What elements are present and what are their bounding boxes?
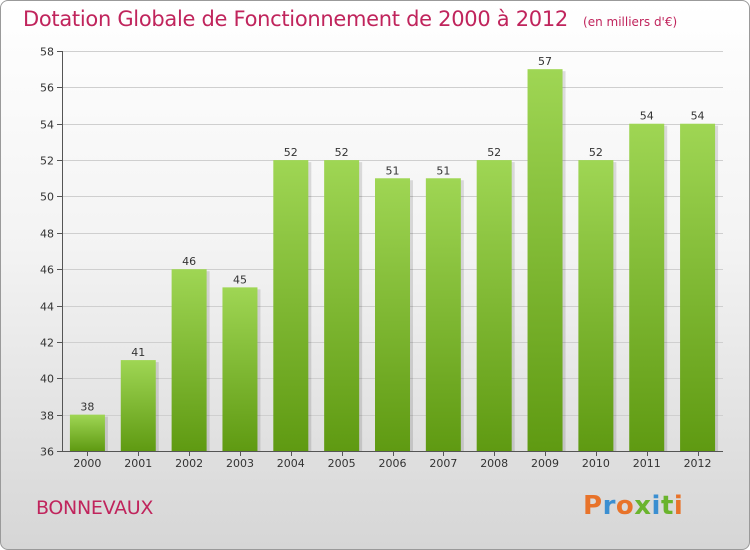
bar-layer <box>69 69 719 452</box>
bar <box>578 160 614 451</box>
y-tick-label: 36 <box>40 446 54 459</box>
x-tick-label: 2003 <box>226 457 254 470</box>
proxiti-logo: Proxiti <box>583 491 683 521</box>
bar <box>375 178 410 452</box>
data-label: 52 <box>284 146 298 159</box>
chart-title: Dotation Globale de Fonctionnement de 20… <box>23 7 568 31</box>
y-tick-label: 52 <box>40 155 54 168</box>
data-label: 54 <box>691 110 705 123</box>
x-tick-label: 2001 <box>124 457 152 470</box>
x-tick-label: 2011 <box>633 457 661 470</box>
bar <box>171 269 207 451</box>
logo-letter: P <box>583 491 603 521</box>
title-row: Dotation Globale de Fonctionnement de 20… <box>23 7 677 31</box>
x-tick-label: 2000 <box>73 457 101 470</box>
chart-subtitle: (en milliers d'€) <box>583 15 678 29</box>
data-label: 52 <box>487 146 501 159</box>
town-name: BONNEVAUX <box>36 497 154 519</box>
y-tick-label: 56 <box>40 82 54 95</box>
y-tick-label: 46 <box>40 264 54 277</box>
y-tick-label: 40 <box>40 373 54 386</box>
bar <box>680 123 716 452</box>
y-tick-label: 58 <box>40 46 54 59</box>
bar <box>476 160 512 451</box>
logo-letter: r <box>602 491 616 521</box>
logo-letter: o <box>615 491 635 521</box>
bar <box>69 414 105 451</box>
data-label: 54 <box>640 110 654 123</box>
y-tick-label: 50 <box>40 191 54 204</box>
bar <box>527 69 563 451</box>
data-label: 41 <box>131 346 145 359</box>
x-tick-label: 2002 <box>175 457 203 470</box>
x-tick-label: 2004 <box>277 457 305 470</box>
data-label: 51 <box>386 164 400 177</box>
logo-letter: t <box>660 491 674 521</box>
bar <box>222 287 258 451</box>
y-tick-label: 42 <box>40 337 54 350</box>
data-label: 38 <box>80 401 94 414</box>
data-label: 46 <box>182 255 196 268</box>
logo-letter: x <box>634 491 652 521</box>
logo-letter: i <box>651 491 661 521</box>
label-layer: 38 41 46 45 52 52 51 51 52 57 52 54 54 <box>80 55 704 413</box>
x-tick-label: 2009 <box>531 457 559 470</box>
x-tick-label: 2012 <box>684 457 712 470</box>
bar <box>629 123 665 452</box>
data-label: 52 <box>589 146 603 159</box>
logo-letter: i <box>673 491 684 521</box>
bar <box>273 160 309 451</box>
axis-layer: 36 38 40 42 44 46 48 50 52 54 56 58 2000 2001 2002 2003… <box>40 46 723 470</box>
data-label: 45 <box>233 273 247 286</box>
y-tick-label: 48 <box>40 228 54 241</box>
data-label: 52 <box>335 146 349 159</box>
y-tick-label: 44 <box>40 301 54 314</box>
data-label: 51 <box>436 164 450 177</box>
bar <box>425 178 461 452</box>
bar <box>120 360 156 451</box>
x-tick-label: 2006 <box>379 457 407 470</box>
x-tick-label: 2005 <box>328 457 356 470</box>
y-tick-label: 38 <box>40 410 54 423</box>
bar <box>324 160 360 451</box>
x-tick-label: 2008 <box>480 457 508 470</box>
x-tick-label: 2007 <box>429 457 457 470</box>
x-tick-label: 2010 <box>582 457 610 470</box>
data-label: 57 <box>538 55 552 68</box>
y-tick-label: 54 <box>40 119 54 132</box>
